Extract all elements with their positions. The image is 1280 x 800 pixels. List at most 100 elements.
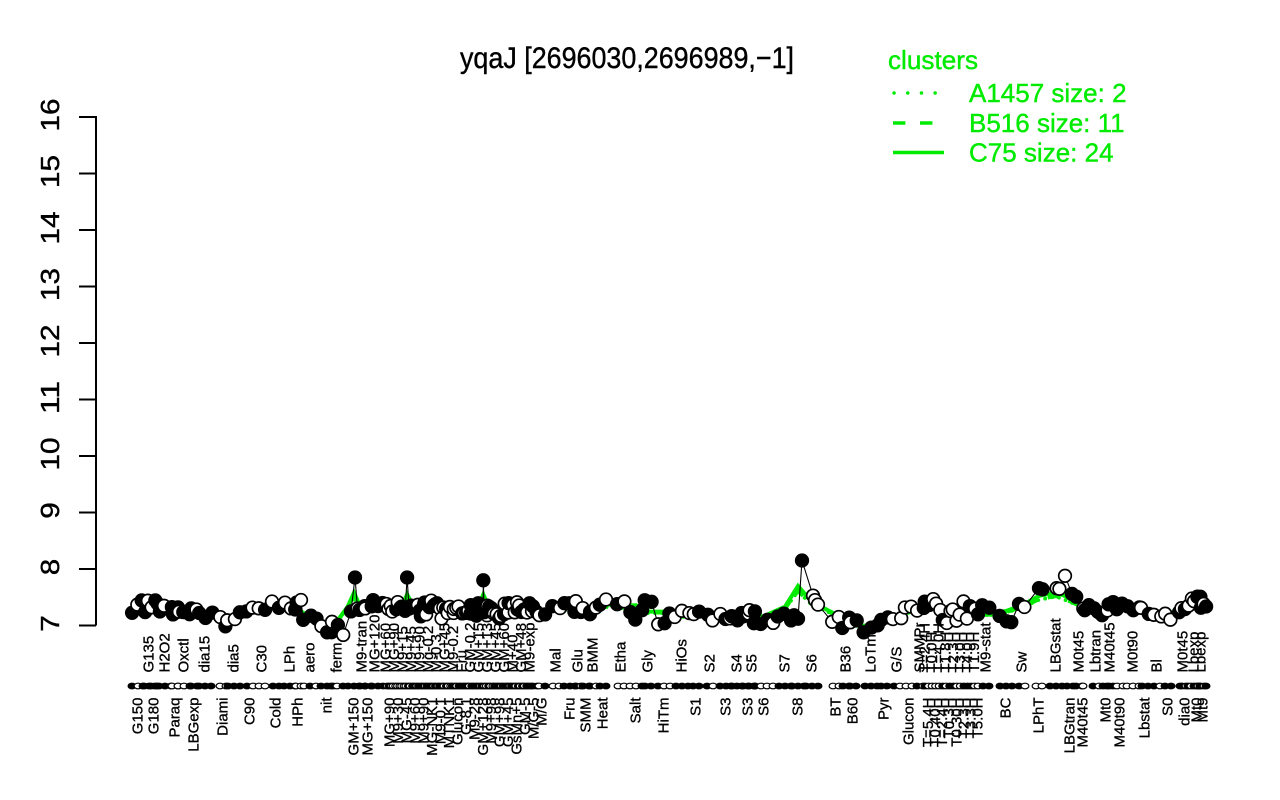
svg-text:Glucon: Glucon <box>901 698 918 746</box>
svg-text:M9-exp: M9-exp <box>521 622 538 672</box>
svg-text:GM+130: GM+130 <box>479 615 496 673</box>
svg-text:G/S: G/S <box>889 647 906 673</box>
svg-text:S7: S7 <box>777 654 794 672</box>
svg-text:T2.3H: T2.3H <box>945 632 962 673</box>
svg-text:C90: C90 <box>242 698 259 726</box>
svg-text:T=5.4H: T=5.4H <box>920 698 937 748</box>
svg-text:12: 12 <box>35 325 65 358</box>
svg-text:GM+60: GM+60 <box>496 623 513 673</box>
svg-text:Oxctl: Oxctl <box>176 638 193 672</box>
svg-text:MG+90: MG+90 <box>382 698 399 748</box>
svg-text:Cold: Cold <box>268 698 285 729</box>
svg-text:MG-45: MG-45 <box>399 698 416 744</box>
svg-text:dia15: dia15 <box>197 636 214 673</box>
svg-text:BMM: BMM <box>585 638 602 673</box>
svg-text:M9+30: M9+30 <box>390 698 407 744</box>
svg-text:T4.0H: T4.0H <box>959 632 976 673</box>
svg-text:MTNK1: MTNK1 <box>441 698 458 749</box>
svg-text:Fru: Fru <box>562 698 579 721</box>
svg-text:G150: G150 <box>130 698 147 735</box>
svg-text:SMMPr: SMMPr <box>912 623 929 673</box>
svg-text:T=4.0H: T=4.0H <box>931 623 948 673</box>
svg-text:C30: C30 <box>254 645 271 673</box>
svg-text:Glucon: Glucon <box>449 698 466 746</box>
svg-text:S4: S4 <box>729 654 746 672</box>
svg-text:GM+45: GM+45 <box>487 623 504 673</box>
svg-text:S5: S5 <box>744 654 761 672</box>
svg-text:T5.0H: T5.0H <box>970 698 987 739</box>
svg-text:M9-0.2: M9-0.2 <box>445 626 462 673</box>
svg-text:7: 7 <box>35 615 65 632</box>
svg-text:GsMn+5: GsMn+5 <box>509 698 526 755</box>
svg-text:aero: aero <box>302 642 319 672</box>
svg-text:SMM: SMM <box>578 698 595 733</box>
svg-text:LBGstat: LBGstat <box>1048 617 1065 672</box>
svg-text:S1: S1 <box>688 698 705 716</box>
svg-text:T3.0H: T3.0H <box>952 632 969 673</box>
svg-text:10: 10 <box>35 438 65 471</box>
svg-text:15: 15 <box>35 155 65 188</box>
svg-text:M9+60: M9+60 <box>407 698 424 744</box>
svg-text:B516 size: 11: B516 size: 11 <box>969 108 1125 138</box>
svg-text:Mt9: Mt9 <box>1195 698 1212 723</box>
svg-text:Diami: Diami <box>215 698 232 736</box>
svg-text:MG+45: MG+45 <box>437 623 454 673</box>
svg-text:G-8.1: G-8.1 <box>458 698 475 736</box>
svg-text:MG-NK1: MG-NK1 <box>424 698 441 756</box>
svg-text:M40t45: M40t45 <box>1075 698 1092 748</box>
svg-text:M40t90: M40t90 <box>1112 698 1129 748</box>
svg-text:G180: G180 <box>146 698 163 735</box>
svg-text:M9-stat: M9-stat <box>978 622 995 673</box>
svg-text:M9+45: M9+45 <box>403 626 420 672</box>
svg-text:MG+120: MG+120 <box>367 615 384 673</box>
svg-text:A1457 size: 2: A1457 size: 2 <box>969 78 1127 108</box>
svg-text:M+40: M+40 <box>504 635 521 673</box>
svg-text:GM+15: GM+15 <box>471 623 488 673</box>
svg-text:Mg-0.2: Mg-0.2 <box>420 626 437 673</box>
svg-text:dia0: dia0 <box>1177 698 1194 726</box>
svg-text:T0.30H: T0.30H <box>948 698 965 747</box>
svg-text:S6: S6 <box>804 654 821 672</box>
svg-text:T0.3H: T0.3H <box>941 698 958 739</box>
svg-text:Etha: Etha <box>613 641 630 673</box>
svg-text:H2O2: H2O2 <box>157 633 174 672</box>
svg-text:LPhT: LPhT <box>1031 698 1048 734</box>
svg-text:MG+90: MG+90 <box>386 623 403 673</box>
svg-text:M/G: M/G <box>534 698 551 726</box>
svg-text:14: 14 <box>35 212 65 245</box>
svg-text:GM+128: GM+128 <box>475 698 492 756</box>
svg-text:S3: S3 <box>740 698 757 716</box>
svg-text:T1.9H: T1.9H <box>966 632 983 673</box>
svg-text:HiTm: HiTm <box>656 698 673 734</box>
svg-text:GM-0.2: GM-0.2 <box>462 622 479 672</box>
svg-text:M9+90: M9+90 <box>411 626 428 672</box>
svg-text:HPh: HPh <box>290 698 307 727</box>
svg-text:GM+48: GM+48 <box>513 623 530 673</box>
svg-text:LPh: LPh <box>282 646 299 673</box>
svg-text:M9-tran: M9-tran <box>354 621 371 673</box>
svg-text:MG+60: MG+60 <box>378 623 395 673</box>
svg-text:LBGtran: LBGtran <box>1062 698 1079 754</box>
svg-text:ferm: ferm <box>329 643 346 673</box>
svg-text:16: 16 <box>35 99 65 132</box>
svg-text:Mal: Mal <box>548 648 565 672</box>
svg-text:HiOs: HiOs <box>674 639 691 672</box>
svg-text:T=2.4H: T=2.4H <box>934 698 951 748</box>
svg-text:Lbexp: Lbexp <box>1186 632 1203 673</box>
svg-text:M9+98: M9+98 <box>483 698 500 744</box>
svg-text:Glu: Glu <box>570 649 587 672</box>
svg-text:Lbstat: Lbstat <box>1137 697 1154 739</box>
svg-text:T1.8H: T1.8H <box>938 632 955 673</box>
svg-text:Salt: Salt <box>628 697 645 724</box>
svg-text:LoTm: LoTm <box>863 634 880 672</box>
svg-text:B36: B36 <box>838 646 855 673</box>
svg-text:M0t45: M0t45 <box>1071 631 1088 673</box>
svg-text:GM+45: GM+45 <box>500 698 517 748</box>
svg-text:Lbexp: Lbexp <box>1193 632 1210 673</box>
svg-text:M9-28: M9-28 <box>466 698 483 741</box>
svg-text:Pyr: Pyr <box>876 697 893 720</box>
svg-text:MG+150: MG+150 <box>360 698 377 756</box>
svg-text:M9-0.1: M9-0.1 <box>433 698 450 745</box>
svg-text:Sw: Sw <box>1014 651 1031 672</box>
svg-text:GM+150: GM+150 <box>346 698 363 756</box>
